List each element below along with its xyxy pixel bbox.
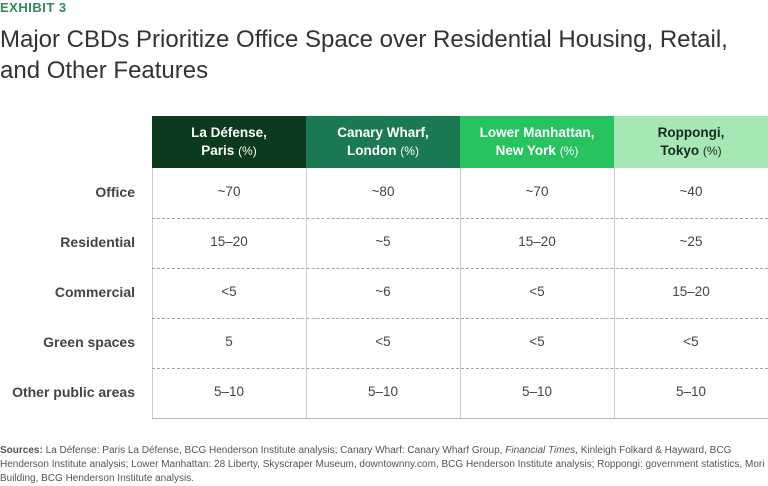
header-line: Tokyo (660, 143, 700, 158)
column-divider (460, 168, 461, 418)
header-line: Roppongi, (657, 125, 725, 140)
cell: 5 (225, 334, 233, 349)
row-divider (152, 268, 768, 269)
header-line: London (347, 143, 397, 158)
cell: ~6 (375, 284, 391, 299)
cell: <5 (375, 334, 391, 349)
row-divider (152, 318, 768, 319)
header-line: Lower Manhattan, (479, 125, 595, 140)
cell: ~40 (679, 184, 703, 199)
column-header: Lower Manhattan, New York (%) (460, 116, 614, 168)
sources-text: , Kinleigh Folkard & Hayward, BCG Hender… (0, 445, 765, 484)
row-label: Green spaces (43, 334, 135, 350)
cell: 5–10 (367, 384, 399, 399)
header-unit: (%) (238, 144, 257, 158)
cell: ~70 (217, 184, 241, 199)
header-line: La Défense, (191, 125, 267, 140)
cell: ~80 (371, 184, 395, 199)
cell: 15–20 (210, 234, 248, 249)
cell: ~25 (679, 234, 703, 249)
row-label: Residential (60, 234, 135, 250)
header-line2: New York (%) (496, 142, 579, 160)
column-divider (152, 168, 153, 418)
cell: <5 (529, 284, 545, 299)
row-divider (152, 368, 768, 369)
header-line: Canary Wharf, (337, 125, 429, 140)
row-label: Commercial (54, 284, 135, 300)
column-header: Roppongi, Tokyo (%) (614, 116, 768, 168)
exhibit-label: EXHIBIT 3 (0, 0, 67, 15)
row-label: Other public areas (12, 384, 135, 400)
cell: 15–20 (672, 284, 710, 299)
sources: Sources: La Défense: Paris La Défense, B… (0, 444, 768, 486)
column-header: Canary Wharf, London (%) (306, 116, 460, 168)
header-line: New York (495, 143, 556, 158)
cell: ~70 (525, 184, 549, 199)
header-line2: Tokyo (%) (660, 142, 721, 160)
row-divider (152, 218, 768, 219)
title: Major CBDs Prioritize Office Space over … (0, 26, 728, 84)
cell: 5–10 (675, 384, 707, 399)
cell: <5 (529, 334, 545, 349)
header-unit: (%) (559, 144, 579, 158)
sources-italic: Financial Times (505, 445, 576, 456)
header-line2: London (%) (347, 142, 419, 160)
header-line: Paris (201, 143, 235, 158)
cell: <5 (221, 284, 237, 299)
cell: <5 (683, 334, 699, 349)
cell: 5–10 (213, 384, 245, 399)
header-unit: (%) (400, 144, 419, 158)
sources-label: Sources: (0, 445, 43, 456)
header-line2: Paris (%) (201, 142, 256, 160)
column-header: La Défense, Paris (%) (152, 116, 306, 168)
cell: 5–10 (521, 384, 553, 399)
cell: 15–20 (518, 234, 556, 249)
cell: ~5 (375, 234, 391, 249)
column-divider (614, 168, 615, 418)
row-label: Office (95, 184, 135, 200)
row-divider (152, 418, 768, 419)
column-divider (306, 168, 307, 418)
sources-text: La Défense: Paris La Défense, BCG Hender… (45, 445, 506, 456)
header-unit: (%) (702, 144, 722, 158)
